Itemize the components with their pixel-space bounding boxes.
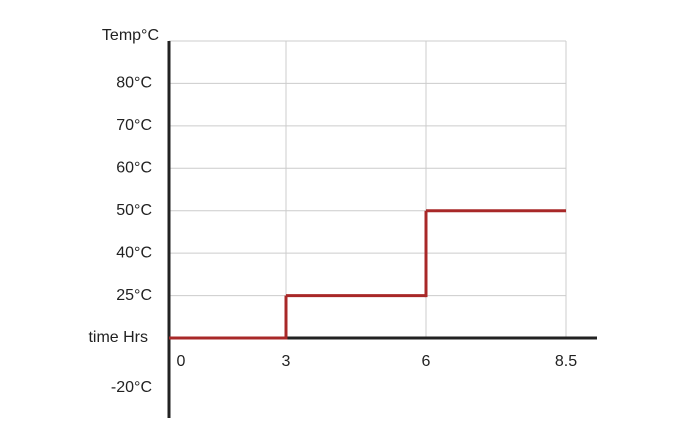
y-tick-label: 80°C	[116, 75, 152, 92]
x-tick-label: 3	[282, 353, 291, 370]
y-axis-title: Temp°C	[102, 27, 159, 44]
x-tick-label: 0	[177, 353, 186, 370]
y-tick-label: 40°C	[116, 244, 152, 261]
y-tick-label: 25°C	[116, 287, 152, 304]
y-tick-label: 70°C	[116, 117, 152, 134]
y-tick-label: -20°C	[111, 379, 152, 396]
y-tick-label: 60°C	[116, 159, 152, 176]
x-axis-title: time Hrs	[88, 329, 148, 346]
x-tick-label: 8.5	[555, 353, 577, 370]
y-tick-label: 50°C	[116, 202, 152, 219]
x-tick-label: 6	[422, 353, 431, 370]
